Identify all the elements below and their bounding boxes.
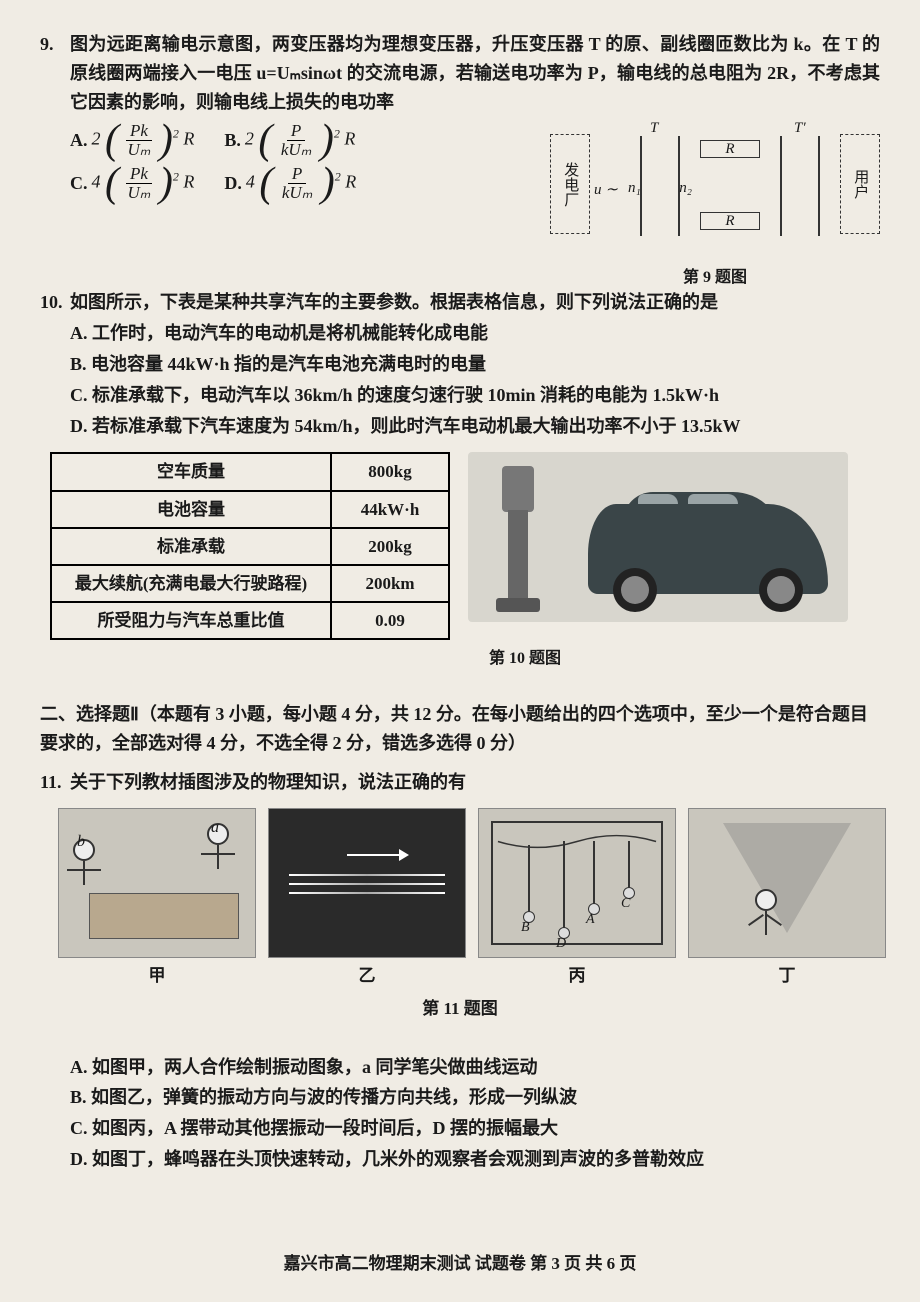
q11-number: 11. — [40, 768, 70, 797]
q9-option-a: A. 2 ( PkUₘ )2 R — [70, 122, 194, 159]
q11-option-b: B. 如图乙，弹簧的振动方向与波的传播方向共线，形成一列纵波 — [70, 1083, 880, 1112]
q10-option-b: B. 电池容量 44kW·h 指的是汽车电池充满电时的电量 — [70, 350, 880, 379]
section-2-header: 二、选择题Ⅱ（本题有 3 小题，每小题 4 分，共 12 分。在每小题给出的四个… — [40, 700, 880, 758]
q9-fig-caption: 第 9 题图 — [683, 265, 747, 291]
q9-option-c: C. 4 ( PkUₘ )2 R — [70, 165, 194, 202]
q11-option-d: D. 如图丁，蜂鸣器在头顶快速转动，几米外的观察者会观测到声波的多普勒效应 — [70, 1145, 880, 1174]
page-footer: 嘉兴市高二物理期末测试 试题卷 第 3 页 共 6 页 — [0, 1250, 920, 1277]
q11-option-c: C. 如图丙，A 摆带动其他摆振动一段时间后，D 摆的振幅最大 — [70, 1114, 880, 1143]
q9-option-d: D. 4 ( PkUₘ )2 R — [224, 165, 356, 202]
q11-text: 关于下列教材插图涉及的物理知识，说法正确的有 — [70, 768, 880, 797]
q10-fig-caption: 第 10 题图 — [170, 646, 880, 672]
question-9: 9. 图为远距离输电示意图，两变压器均为理想变压器，升压变压器 T 的原、副线圈… — [40, 30, 880, 266]
q11-fig-a: a b — [58, 808, 256, 958]
q10-table: 空车质量800kg 电池容量44kW·h 标准承载200kg 最大续航(充满电最… — [50, 452, 450, 640]
q11-fig-caption: 第 11 题图 — [40, 995, 880, 1022]
q9-option-b: B. 2 ( PkUₘ )2 R — [224, 122, 355, 159]
q10-option-a: A. 工作时，电动汽车的电动机是将机械能转化成电能 — [70, 319, 880, 348]
question-11: 11. 关于下列教材插图涉及的物理知识，说法正确的有 a b 甲 — [40, 768, 880, 1174]
question-10: 10. 如图所示，下表是某种共享汽车的主要参数。根据表格信息，则下列说法正确的是… — [40, 288, 880, 672]
q11-figures: a b 甲 乙 — [58, 808, 880, 989]
q10-option-c: C. 标准承载下，电动汽车以 36km/h 的速度匀速行驶 10min 消耗的电… — [70, 381, 880, 410]
q10-number: 10. — [40, 288, 70, 442]
q9-figure: 发电厂 u ∼ n₁ n₂ T R R T′ 用户 第 9 题图 — [550, 116, 880, 266]
q11-fig-d — [688, 808, 886, 958]
q10-figure — [468, 452, 848, 622]
q9-number: 9. — [40, 30, 70, 116]
q10-option-d: D. 若标准承载下汽车速度为 54km/h，则此时汽车电动机最大输出功率不小于 … — [70, 412, 880, 441]
q11-fig-b — [268, 808, 466, 958]
q11-option-a: A. 如图甲，两人合作绘制振动图象，a 同学笔尖做曲线运动 — [70, 1053, 880, 1082]
q10-text: 如图所示，下表是某种共享汽车的主要参数。根据表格信息，则下列说法正确的是 — [70, 288, 880, 317]
q9-text: 图为远距离输电示意图，两变压器均为理想变压器，升压变压器 T 的原、副线圈匝数比… — [70, 30, 880, 116]
q11-fig-c: B D A C — [478, 808, 676, 958]
